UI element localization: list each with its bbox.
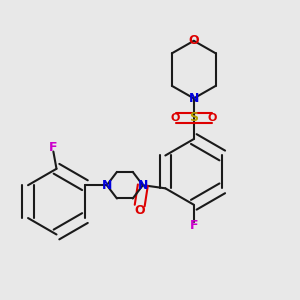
Text: F: F (49, 141, 58, 154)
Text: O: O (171, 113, 180, 123)
Text: O: O (134, 204, 145, 217)
Text: F: F (190, 219, 198, 232)
Text: N: N (189, 92, 199, 105)
Text: O: O (188, 34, 199, 47)
Text: N: N (138, 179, 148, 192)
Text: N: N (102, 179, 112, 192)
Text: S: S (189, 111, 198, 124)
Text: O: O (207, 113, 217, 123)
